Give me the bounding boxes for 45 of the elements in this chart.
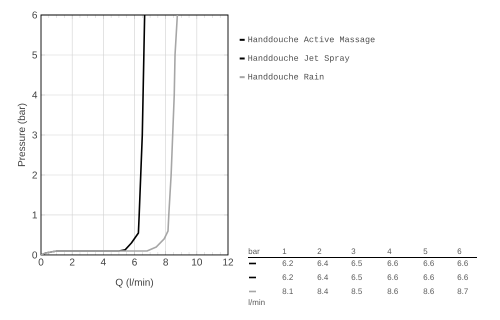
y-axis-title: Pressure (bar) xyxy=(18,104,28,166)
text: 6.6 xyxy=(388,274,398,280)
text: 4 xyxy=(387,248,392,254)
y-tick-label: 6 xyxy=(32,11,38,19)
text: 6.6 xyxy=(388,260,398,266)
y-tick-label: 2 xyxy=(32,172,37,178)
text: 8.6 xyxy=(388,288,398,294)
x-tick-label: 8 xyxy=(163,258,168,266)
text: bar xyxy=(248,248,260,254)
x-tick-label: 10 xyxy=(192,258,202,266)
x-tick-label: 4 xyxy=(100,258,106,266)
text: 6.5 xyxy=(352,260,362,266)
text: 1 xyxy=(282,248,286,254)
text: 8.6 xyxy=(424,288,434,294)
legend-label: Handdouche Active Massage xyxy=(248,36,375,44)
y-tick-label: 5 xyxy=(32,52,38,58)
text: 6.6 xyxy=(458,274,468,280)
y-tick-label: 3 xyxy=(32,131,38,139)
text: 5 xyxy=(424,248,428,254)
text: l/min xyxy=(248,299,265,306)
x-axis-title: Q (l/min) xyxy=(116,278,154,288)
y-tick-label: 4 xyxy=(32,92,38,98)
text: 8.7 xyxy=(458,288,468,294)
text: 6.6 xyxy=(458,260,468,266)
text: 6.2 xyxy=(282,260,293,266)
text: 3 xyxy=(352,248,356,254)
text: 8.1 xyxy=(282,288,293,294)
text: 6.4 xyxy=(318,274,328,280)
text: 8.4 xyxy=(318,288,328,294)
x-tick-label: 0 xyxy=(38,258,44,266)
text: 6.6 xyxy=(424,274,434,280)
text: 6.5 xyxy=(352,274,362,280)
y-tick-label: 0 xyxy=(32,251,38,259)
text: 6.6 xyxy=(424,260,434,266)
text: 6 xyxy=(458,248,462,254)
text: 6.2 xyxy=(282,274,293,280)
legend-label: Handdouche Jet Spray xyxy=(248,54,350,63)
text: 6.4 xyxy=(318,260,328,266)
y-tick-label: 1 xyxy=(32,212,37,218)
text: 2 xyxy=(318,248,322,254)
legend-label: Handdouche Rain xyxy=(248,73,324,80)
x-tick-label: 6 xyxy=(132,258,137,266)
x-tick-label: 2 xyxy=(70,258,74,266)
x-tick-label: 12 xyxy=(223,258,234,266)
text: 8.5 xyxy=(352,288,362,294)
